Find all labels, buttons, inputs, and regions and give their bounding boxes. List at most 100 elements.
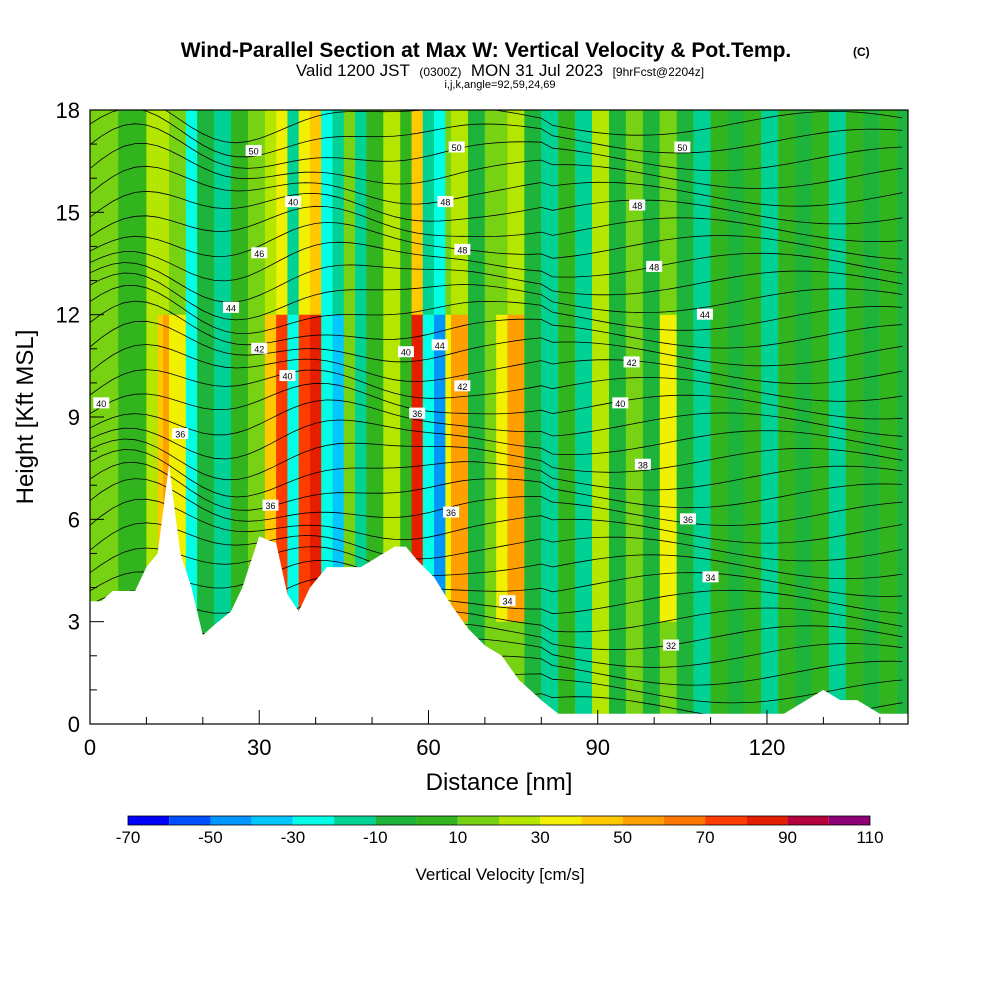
isentrope-label-text: 36 <box>175 430 185 440</box>
velocity-band <box>541 110 559 724</box>
isentrope-label-text: 36 <box>683 515 693 525</box>
colorbar-tick-label: 70 <box>696 828 715 847</box>
x-tick-label: 60 <box>416 735 440 760</box>
y-tick-label: 3 <box>68 610 80 635</box>
isentrope-line <box>90 461 903 511</box>
colorbar-label: Vertical Velocity [cm/s] <box>415 865 584 884</box>
velocity-band <box>400 110 412 724</box>
isentrope-label-bg <box>696 308 713 320</box>
isentrope-line <box>90 300 903 349</box>
isentrope-label-bg <box>679 513 696 525</box>
isentrope-line <box>90 478 903 526</box>
isentrope-label: 44 <box>696 308 713 320</box>
colorbar-swatch <box>375 816 417 825</box>
isentrope-line <box>90 546 903 580</box>
velocity-field: 50 50 50 40 48 48 46 48 48 44 44 44 42 40 42 40 42 40 40 36… <box>90 110 908 724</box>
isentrope-labels: 50 50 50 40 48 48 46 48 48 44 44 44 42 40 42 40 42 40 40 36… <box>93 141 719 651</box>
isentrope-line <box>90 369 903 402</box>
isentrope-line <box>90 344 903 385</box>
velocity-band <box>343 110 356 724</box>
velocity-band <box>879 110 897 724</box>
colorbar-tick-label: 50 <box>613 828 632 847</box>
velocity-band <box>829 110 846 724</box>
isentrope-label-text: 34 <box>502 597 512 607</box>
colorbar-tick-label: -30 <box>281 828 306 847</box>
isentrope-label: 48 <box>629 199 646 211</box>
colorbar-tick-label: -50 <box>198 828 223 847</box>
chart-subtitle: Valid 1200 JST (0300Z) MON 31 Jul 2023 [… <box>296 61 704 80</box>
isentrope-label-bg <box>279 370 296 382</box>
colorbar-swatch <box>251 816 293 825</box>
colorbar-swatch <box>292 816 335 825</box>
isentrope-label-text: 50 <box>452 143 462 153</box>
isentrope-label-text: 36 <box>412 409 422 419</box>
velocity-band <box>744 110 762 724</box>
isentrope-label-bg <box>623 356 640 368</box>
isentrope-label-text: 38 <box>638 460 648 470</box>
velocity-band <box>795 110 813 724</box>
isentrope-line <box>90 241 903 282</box>
subtitle-valid: Valid 1200 JST <box>296 61 410 80</box>
isentrope-line <box>90 284 903 335</box>
y-tick-label: 6 <box>68 507 80 532</box>
colorbar-swatch <box>705 816 747 825</box>
isentrope-label: 42 <box>251 342 268 354</box>
velocity-band <box>710 110 728 724</box>
colorbar-swatch <box>499 816 541 825</box>
x-tick-label: 120 <box>749 735 786 760</box>
y-tick-label: 0 <box>68 712 80 737</box>
velocity-band <box>422 110 435 315</box>
velocity-band <box>411 314 423 622</box>
y-tick-label: 15 <box>56 200 80 225</box>
velocity-band <box>445 314 452 622</box>
chart-title: Wind-Parallel Section at Max W: Vertical… <box>181 39 792 62</box>
isentrope-line <box>90 143 903 189</box>
colorbar-swatch <box>457 816 499 825</box>
velocity-band <box>496 314 508 622</box>
isentrope-label: 46 <box>251 247 268 259</box>
subtitle-utc: (0300Z) <box>419 65 461 79</box>
velocity-band <box>287 110 299 315</box>
isentrope-line <box>90 205 903 242</box>
velocity-band <box>812 110 830 724</box>
terrain <box>90 464 908 724</box>
y-axis-label: Height [Kft MSL] <box>12 330 39 505</box>
velocity-band <box>310 110 322 315</box>
isentrope-label-bg <box>702 571 719 583</box>
isentrope-label-bg <box>646 260 663 272</box>
velocity-band <box>422 314 435 622</box>
colorbar-tick-label: 10 <box>448 828 467 847</box>
isentrope-line <box>90 577 903 615</box>
isentrope-label: 40 <box>397 346 414 358</box>
chart-subtitle-indices: i,j,k,angle=92,59,24,69 <box>444 79 555 91</box>
colorbar-tick-label: 90 <box>778 828 797 847</box>
isentrope-label-bg <box>454 380 471 392</box>
isentrope-label-text: 50 <box>249 146 259 156</box>
isentrope-label: 50 <box>674 141 691 153</box>
subtitle-date: MON 31 Jul 2023 <box>471 61 603 80</box>
velocity-band <box>727 110 745 724</box>
isentrope-line <box>90 522 903 562</box>
isentrope-label: 34 <box>499 595 516 607</box>
isentrope-label-bg <box>448 141 465 153</box>
isentrope-label-bg <box>663 639 680 651</box>
colorbar-swatch <box>169 816 211 825</box>
y-axis: 0 3 6 9 12 15 18 <box>56 98 104 737</box>
velocity-band <box>484 110 497 724</box>
isentrope-label-text: 40 <box>96 399 106 409</box>
isentrope-label-text: 40 <box>401 348 411 358</box>
velocity-band <box>625 110 643 724</box>
isentrope-line <box>90 559 903 597</box>
velocity-band <box>778 110 796 724</box>
colorbar-swatch <box>128 816 170 825</box>
subtitle-forecast: [9hrFcst@2204z] <box>613 65 705 79</box>
y-tick-label: 9 <box>68 405 80 430</box>
y-tick-label: 18 <box>56 98 80 123</box>
x-tick-label: 0 <box>84 735 96 760</box>
velocity-band <box>659 314 677 622</box>
velocity-band <box>214 110 232 724</box>
x-axis-label: Distance [nm] <box>426 769 573 796</box>
isentrope-label-text: 40 <box>288 198 298 208</box>
colorbar-swatch <box>828 816 870 825</box>
